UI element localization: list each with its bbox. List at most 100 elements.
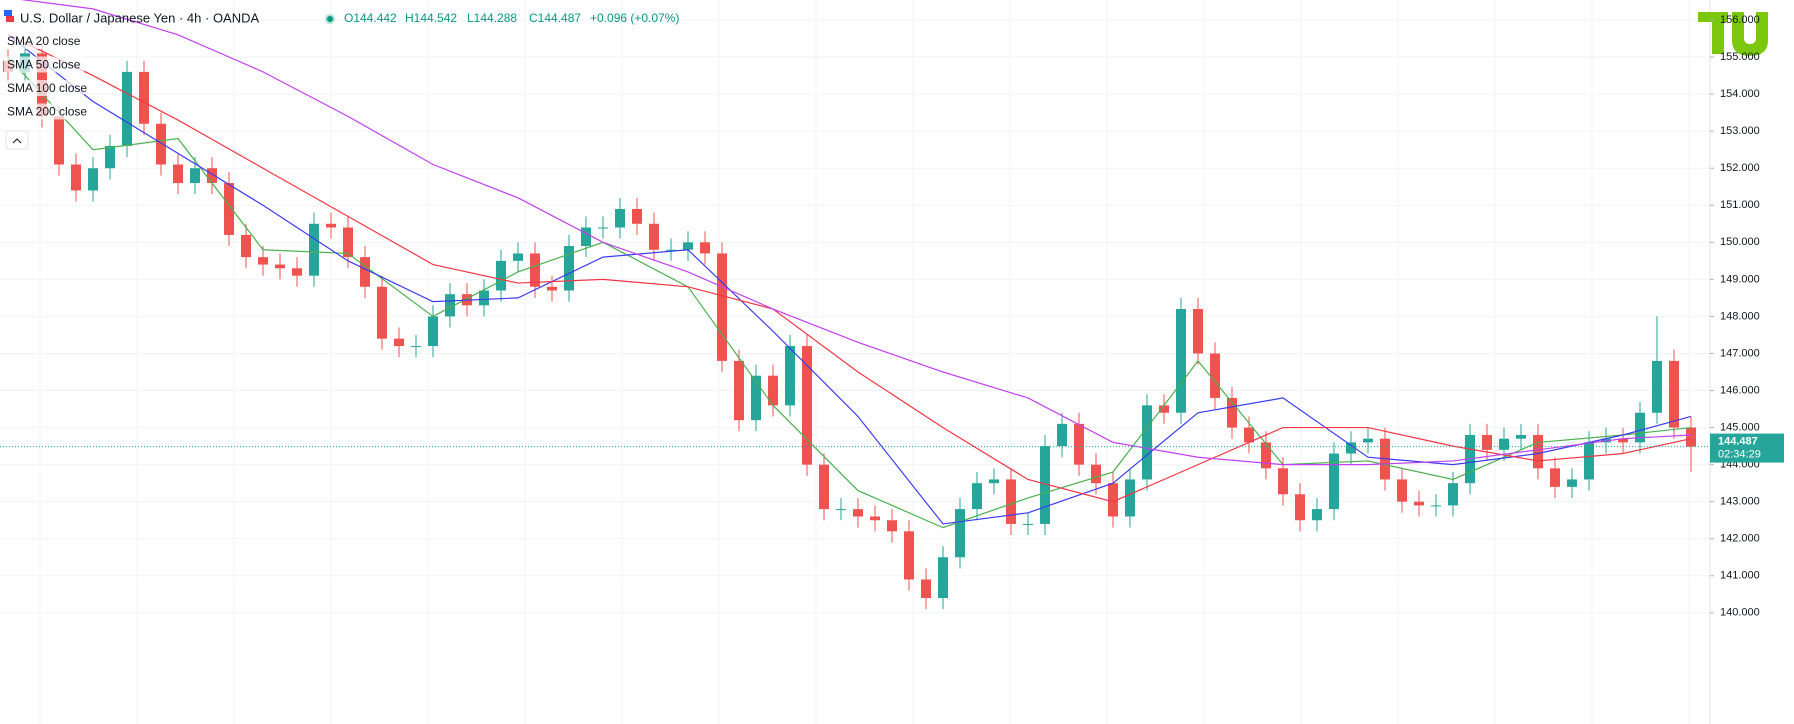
candle-body	[190, 168, 200, 184]
candle-body	[938, 557, 948, 599]
candle-body	[904, 531, 914, 580]
candle-body	[122, 71, 132, 146]
y-tick-label: 154.000	[1720, 88, 1760, 100]
legend-entry: SMA 50 close	[7, 58, 81, 72]
ohlc-value: +0.096 (+0.07%)	[590, 11, 679, 25]
candle-body	[1669, 360, 1679, 428]
y-tick-label: 145.000	[1720, 421, 1760, 433]
candle-body	[666, 249, 676, 251]
candle-body	[1176, 309, 1186, 413]
countdown-label: 02:34:29	[1718, 448, 1761, 460]
legend-bg	[4, 103, 84, 120]
legend: SMA 20 close SMA 50 close SMA 100 close SMA…	[4, 33, 87, 120]
plot	[0, 0, 1710, 610]
candle-body	[819, 464, 829, 510]
candle-body	[1584, 442, 1594, 480]
candle-body	[1057, 423, 1067, 447]
y-tick-label: 149.000	[1720, 273, 1760, 285]
candle-body	[1431, 505, 1441, 507]
y-tick-label: 141.000	[1720, 570, 1760, 582]
y-tick-label: 143.000	[1720, 496, 1760, 508]
sma-line	[20, 0, 1692, 466]
candle-body	[870, 516, 880, 521]
candle-body	[530, 253, 540, 287]
candle-body	[139, 71, 149, 124]
candle-body	[1295, 494, 1305, 521]
candle-body	[513, 253, 523, 261]
candle-body	[1091, 464, 1101, 484]
y-tick-label: 148.000	[1720, 310, 1760, 322]
candle-body	[768, 375, 778, 406]
candle-body	[751, 375, 761, 421]
ohlc-header: O144.442 H144.542 L144.288 C144.487 +0.096 (…	[344, 11, 679, 25]
candle-body	[105, 145, 115, 169]
candle-body	[649, 223, 659, 250]
y-tick-label: 150.000	[1720, 236, 1760, 248]
candle-body	[377, 286, 387, 339]
y-tick-label: 152.000	[1720, 162, 1760, 174]
legend-entry: SMA 20 close	[7, 34, 81, 48]
sma-line	[7, 34, 1692, 503]
candle-body	[1261, 442, 1271, 469]
y-tick-label: 140.000	[1720, 607, 1760, 619]
candle-body	[1686, 427, 1696, 447]
candle-body	[700, 242, 710, 254]
candle-body	[1108, 483, 1118, 517]
candle-body	[428, 316, 438, 347]
candle-body	[224, 183, 234, 235]
y-tick-label: 142.000	[1720, 533, 1760, 545]
candle-body	[921, 579, 931, 599]
legend-bg	[4, 80, 84, 96]
y-tick-label: 147.000	[1720, 347, 1760, 359]
ohlc-value: L144.288	[467, 11, 517, 25]
candle-body	[615, 208, 625, 228]
candle-body	[479, 290, 489, 306]
candle-body	[1448, 483, 1458, 506]
candle-body	[1312, 509, 1322, 521]
y-tick-label: 155.000	[1720, 51, 1760, 63]
symbol-title: U.S. Dollar / Japanese Yen · 4h · OANDA	[20, 10, 260, 25]
candle-body	[1159, 405, 1169, 413]
candle-body	[1244, 427, 1254, 443]
last-price-label: 144.487	[1718, 435, 1758, 447]
candle-body	[989, 479, 999, 484]
last-price-box	[1710, 433, 1784, 463]
ohlc-value: O144.442	[344, 11, 397, 25]
candle-body	[853, 509, 863, 517]
collapse-icon	[12, 138, 22, 144]
candle-body	[1414, 501, 1424, 506]
legend-bg	[4, 33, 84, 49]
candle-body	[547, 286, 557, 291]
candle-body	[802, 346, 812, 465]
candle-body	[71, 164, 81, 191]
candle-body	[836, 509, 846, 511]
candle-body	[598, 227, 608, 229]
candle-body	[564, 246, 574, 291]
candle-body	[1635, 412, 1645, 443]
candle-body	[581, 227, 591, 247]
candle-body	[1397, 479, 1407, 502]
candle-body	[1193, 309, 1203, 354]
candle-body	[1346, 442, 1356, 454]
candle-body	[156, 123, 166, 165]
candle-body	[445, 294, 455, 317]
header: U.S. Dollar / Japanese Yen · 4h · OANDA	[4, 10, 335, 25]
y-tick-label: 156.000	[1720, 14, 1760, 26]
ohlc-value: H144.542	[405, 11, 457, 25]
candle-body	[1329, 453, 1339, 510]
candle-body	[717, 253, 727, 361]
legend-bg	[4, 56, 84, 73]
candle-body	[207, 168, 217, 184]
candle-body	[88, 168, 98, 191]
candle-body	[496, 260, 506, 291]
sma-line	[7, 56, 1692, 529]
candle-body	[411, 346, 421, 348]
candle-body	[785, 346, 795, 406]
candle-body	[1363, 438, 1373, 443]
candle-body	[360, 257, 370, 287]
candle-body	[1516, 434, 1526, 439]
candle-body	[1482, 434, 1492, 450]
collapse-button[interactable]	[5, 130, 29, 150]
candle-body	[343, 227, 353, 258]
